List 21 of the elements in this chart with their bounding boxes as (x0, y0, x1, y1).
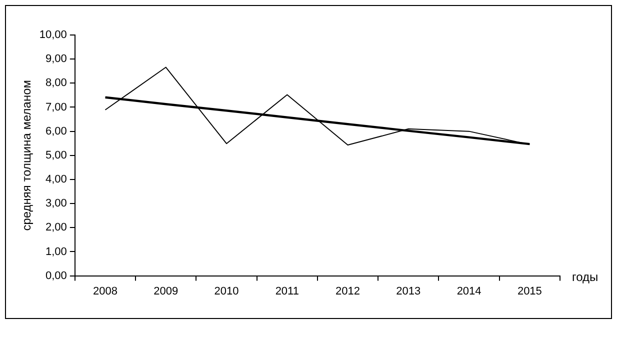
y-tick-label: 9,00 (46, 53, 67, 66)
y-tick-label: 1,00 (46, 246, 67, 258)
y-tick-label: 0,00 (46, 270, 67, 282)
x-tick-label: 2011 (275, 285, 299, 298)
y-tick-label: 6,00 (46, 125, 67, 138)
x-tick-label: 2009 (154, 285, 178, 298)
x-axis-title: годы (572, 270, 598, 284)
y-tick-label: 2,00 (46, 222, 67, 234)
x-tick-label: 2015 (517, 285, 542, 298)
y-tick-label: 7,00 (46, 101, 67, 114)
x-tick-label: 2014 (456, 285, 482, 298)
y-tick-label: 4,00 (46, 174, 67, 186)
y-tick-label: 3,00 (46, 198, 67, 210)
x-tick-label: 2012 (336, 285, 360, 298)
y-tick-label: 10,00 (39, 29, 67, 42)
y-axis-title: средняя толщина меланом (20, 80, 34, 231)
x-tick-label: 2008 (93, 285, 118, 298)
y-tick-label: 5,00 (46, 149, 67, 162)
x-tick-label: 2010 (214, 285, 239, 298)
x-tick-label: 2013 (396, 285, 421, 298)
y-tick-label: 8,00 (46, 77, 67, 90)
